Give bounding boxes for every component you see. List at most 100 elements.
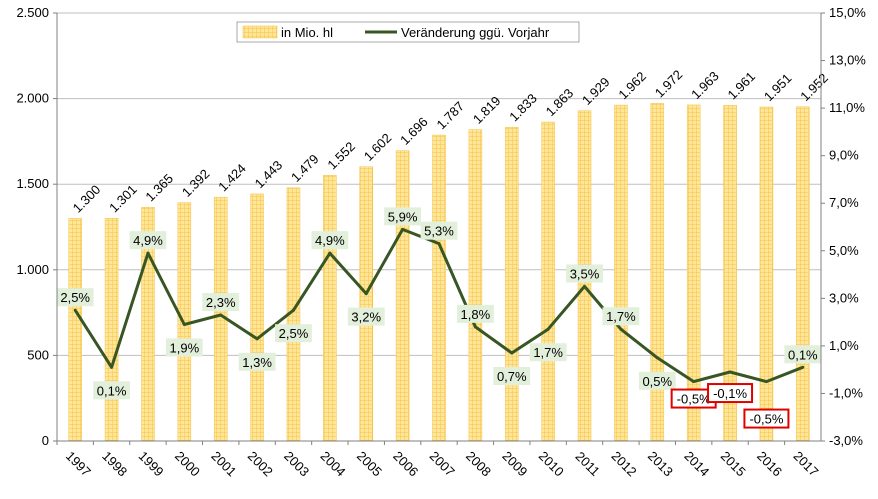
line-point — [182, 322, 186, 326]
line-value-label: 1,3% — [242, 355, 272, 370]
line-value-label: 1,9% — [170, 340, 200, 355]
line-value-label-box — [202, 292, 240, 311]
line-value-label: 4,9% — [315, 233, 345, 248]
line-value-label: 1,8% — [461, 307, 491, 322]
x-axis-tick-label: 2005 — [354, 448, 385, 479]
line-value-label-box — [311, 231, 349, 250]
bar-value-label: 1.696 — [397, 114, 431, 148]
line-value-label-box — [347, 307, 385, 326]
line-point — [510, 351, 514, 355]
line-value-label-box — [275, 324, 312, 343]
bar — [505, 126, 519, 442]
line-value-label-box — [529, 343, 567, 362]
line-value-label: 3,2% — [351, 310, 381, 325]
bar — [432, 134, 446, 442]
bar — [759, 106, 774, 442]
line-point — [692, 380, 696, 384]
line-point — [801, 365, 805, 369]
line-point — [437, 242, 441, 246]
bar — [650, 103, 665, 442]
x-axis-tick-label: 2013 — [645, 448, 676, 479]
line-value-label-box — [566, 264, 603, 283]
bar-value-label: 1.479 — [288, 151, 322, 185]
right-axis-tick-label: 1,0% — [829, 338, 859, 353]
line-value-label: 1,7% — [533, 345, 563, 360]
bar — [250, 193, 264, 442]
line-value-label: 0,5% — [642, 374, 672, 389]
x-axis-tick-label: 2003 — [281, 448, 312, 479]
line-value-label-box — [602, 307, 640, 326]
x-axis-tick-label: 2015 — [718, 448, 749, 479]
line-value-label-box — [456, 304, 494, 323]
line-point — [764, 380, 768, 384]
legend-bar-label: in Mio. hl — [281, 25, 333, 40]
bar-value-label: 1.863 — [543, 86, 577, 120]
line-value-label-box — [56, 288, 94, 307]
line-point — [219, 313, 223, 317]
line-value-label: 1,7% — [606, 309, 636, 324]
line-value-labels: 2,5% 0,1% 4,9% 1,9% 2,3% 1,3% 2,5% 4,9% 3,2% 5,9%… — [56, 207, 822, 429]
x-axis-tick-label: 2010 — [536, 448, 567, 479]
line-value-label-box — [238, 352, 276, 371]
line-point — [255, 337, 259, 341]
line-value-label-box — [420, 221, 458, 240]
left-axis-tick-label: 1.500 — [16, 176, 49, 191]
x-axis-tick-label: 2001 — [208, 448, 239, 479]
legend: in Mio. hl Veränderung ggü. Vorjahr — [236, 21, 580, 43]
x-axis-tick-label: 2002 — [245, 448, 276, 479]
line-point — [146, 251, 150, 255]
line-value-label: -0,5% — [749, 412, 783, 427]
x-axis-tick-label: 2011 — [573, 449, 603, 479]
line-value-label-box — [707, 383, 754, 404]
line-value-label: 0,1% — [788, 347, 818, 362]
line-point — [583, 284, 587, 288]
line-value-label-box — [129, 231, 167, 250]
bar — [541, 121, 555, 442]
bar-value-label: 1.961 — [725, 69, 759, 103]
line-value-label-box — [784, 345, 822, 364]
bar-value-label: 1.552 — [324, 139, 358, 173]
right-axis-tick-label: -3,0% — [829, 433, 863, 448]
bar-value-label: 1.833 — [506, 91, 540, 125]
line-value-label-box — [638, 371, 676, 390]
bar — [104, 218, 119, 442]
line-series — [73, 227, 805, 384]
x-axis-tick-label: 2012 — [609, 448, 640, 479]
line-value-label: 2,5% — [279, 326, 309, 341]
line-point — [401, 227, 405, 231]
line-point — [546, 327, 550, 331]
line-point — [110, 365, 114, 369]
bar — [614, 104, 628, 442]
line-point — [655, 356, 659, 360]
line-value-label-box — [493, 367, 531, 386]
bar-value-label: 1.443 — [252, 157, 286, 191]
right-axis-tick-label: 9,0% — [829, 148, 859, 163]
right-axis-tick-label: 7,0% — [829, 195, 859, 210]
bar — [796, 106, 810, 442]
left-axis-tick-label: 500 — [27, 347, 49, 362]
line-point — [73, 308, 77, 312]
right-axis-tick-label: -1,0% — [829, 385, 863, 400]
legend-bar-swatch — [242, 25, 278, 39]
x-axis-tick-label: 1998 — [99, 448, 130, 479]
line-value-label: -0,5% — [677, 392, 711, 407]
bar — [323, 175, 337, 442]
bar — [68, 218, 82, 442]
line-value-label: 0,7% — [497, 369, 527, 384]
line-point — [364, 292, 368, 296]
line-value-label-box — [384, 207, 422, 226]
line-value-label-box — [93, 381, 130, 400]
x-axis-tick-label: 1999 — [136, 448, 167, 479]
bar-value-label: 1.972 — [652, 67, 686, 101]
line-point — [728, 370, 732, 374]
bar-value-labels: 1.300 1.301 1.365 1.392 1.424 1.443 1.479 1.552… — [70, 67, 831, 216]
line-point — [291, 308, 295, 312]
bar-value-label: 1.365 — [142, 171, 176, 205]
left-axis-tick-label: 2.000 — [16, 91, 49, 106]
line-point — [473, 325, 477, 329]
line-value-label-box — [743, 408, 790, 429]
bar-value-label: 1.963 — [688, 68, 722, 102]
right-axis-tick-label: 5,0% — [829, 243, 859, 258]
